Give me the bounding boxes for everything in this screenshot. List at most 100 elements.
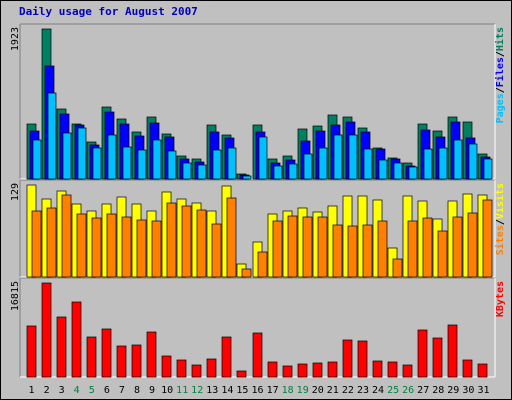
bar-pages-25 — [393, 162, 403, 180]
x-label-1: 1 — [28, 385, 34, 396]
x-label-3: 3 — [59, 385, 65, 396]
bar-kbytes-21 — [327, 361, 338, 378]
x-label-11: 11 — [176, 385, 188, 396]
bar-sites-8 — [136, 219, 147, 278]
bar-kbytes-9 — [146, 331, 157, 378]
legend-part-hits-4: Hits — [494, 27, 506, 51]
bar-sites-2 — [46, 207, 57, 278]
x-label-15: 15 — [236, 385, 248, 396]
bar-sites-18 — [287, 215, 298, 278]
bar-kbytes-28 — [432, 337, 443, 378]
bar-kbytes-23 — [357, 340, 368, 378]
x-label-25: 25 — [387, 385, 399, 396]
series-pages — [32, 92, 493, 180]
y-max-label-visits: 129 — [10, 183, 21, 201]
bar-kbytes-19 — [297, 363, 308, 378]
bar-sites-22 — [347, 225, 358, 278]
x-label-23: 23 — [357, 385, 369, 396]
bar-sites-20 — [317, 216, 328, 278]
panel-kbytes: 16815 KBytes — [10, 277, 506, 378]
x-label-26: 26 — [402, 385, 414, 396]
bar-kbytes-7 — [116, 345, 127, 378]
bar-pages-21 — [333, 134, 343, 180]
bar-pages-27 — [423, 148, 433, 180]
bar-sites-29 — [452, 216, 463, 278]
bar-kbytes-26 — [402, 364, 413, 378]
bar-pages-14 — [227, 147, 237, 180]
x-label-7: 7 — [119, 385, 125, 396]
bar-sites-6 — [106, 213, 117, 278]
bar-pages-17 — [273, 165, 283, 180]
bar-sites-15 — [241, 268, 252, 278]
x-label-10: 10 — [161, 385, 173, 396]
bar-sites-24 — [377, 220, 388, 278]
bar-kbytes-10 — [161, 355, 172, 378]
bar-kbytes-16 — [252, 332, 263, 378]
bar-pages-23 — [363, 148, 373, 180]
bar-pages-11 — [182, 162, 192, 180]
bar-kbytes-27 — [417, 329, 428, 378]
legend-visits: Sites/Visits — [494, 183, 506, 255]
legend-part-hits-1: / — [495, 87, 506, 93]
bar-kbytes-24 — [372, 360, 383, 378]
bar-pages-20 — [318, 147, 328, 180]
bar-pages-28 — [438, 147, 448, 180]
bar-sites-14 — [226, 197, 237, 278]
panel-visits: 129 Sites/Visits — [10, 179, 506, 278]
bar-pages-31 — [483, 158, 493, 180]
bar-sites-23 — [362, 224, 373, 278]
bar-sites-30 — [467, 212, 478, 278]
bar-kbytes-14 — [221, 336, 232, 378]
bar-kbytes-5 — [86, 336, 97, 378]
bar-pages-30 — [468, 143, 478, 180]
bar-sites-26 — [407, 220, 418, 278]
bar-sites-1 — [31, 210, 42, 278]
bar-sites-28 — [437, 230, 448, 278]
bar-pages-1 — [32, 139, 42, 180]
bar-pages-2 — [47, 92, 57, 180]
legend-part-hits-3: / — [495, 51, 506, 57]
x-label-27: 27 — [417, 385, 429, 396]
bar-sites-3 — [61, 194, 72, 278]
x-label-20: 20 — [312, 385, 324, 396]
series-sites — [31, 194, 493, 278]
bar-kbytes-22 — [342, 339, 353, 378]
bar-sites-12 — [196, 209, 207, 278]
bar-kbytes-13 — [206, 358, 217, 378]
legend-part-visits-1: / — [495, 219, 506, 225]
x-label-6: 6 — [104, 385, 110, 396]
x-label-14: 14 — [221, 385, 233, 396]
y-max-label-hits: 1923 — [10, 27, 21, 51]
bar-sites-25 — [392, 258, 403, 278]
chart-title: Daily usage for August 2007 — [19, 5, 198, 18]
bar-kbytes-31 — [477, 363, 488, 378]
legend-kbytes: KBytes — [495, 281, 506, 317]
bar-pages-29 — [453, 139, 463, 180]
x-label-29: 29 — [447, 385, 459, 396]
bar-pages-15 — [242, 175, 252, 180]
bar-pages-9 — [152, 139, 162, 180]
bar-sites-19 — [302, 216, 313, 278]
bar-pages-5 — [92, 147, 102, 180]
bar-pages-10 — [167, 150, 177, 180]
x-axis-labels: 1 2 3 4 5 6 7 8 9 10 11 12 13 14 15 16 17 18 19 20 21 22 23 24 2… — [28, 385, 489, 396]
bar-kbytes-17 — [267, 361, 278, 378]
x-label-8: 8 — [134, 385, 140, 396]
x-label-18: 18 — [282, 385, 294, 396]
x-label-31: 31 — [477, 385, 489, 396]
bar-pages-22 — [348, 134, 358, 180]
bar-pages-26 — [408, 166, 418, 180]
x-label-22: 22 — [342, 385, 354, 396]
series-kbytes — [26, 282, 488, 378]
bar-pages-3 — [62, 132, 72, 180]
bar-pages-12 — [197, 164, 207, 180]
bar-sites-11 — [181, 205, 192, 278]
chart-panels: 1923Pages/Files/Hits129Sites/Visits16815… — [10, 23, 506, 378]
bar-sites-7 — [121, 216, 132, 278]
x-label-17: 17 — [267, 385, 279, 396]
bar-pages-24 — [378, 159, 388, 180]
legend-part-hits-0: Pages — [495, 93, 506, 123]
bar-kbytes-8 — [131, 344, 142, 378]
